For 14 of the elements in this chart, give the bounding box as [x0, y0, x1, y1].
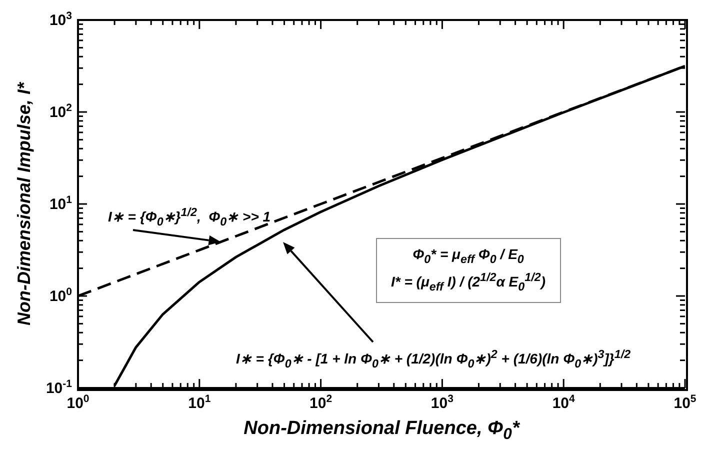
x-tick-label: 10$^{2}$	[310, 393, 332, 412]
x-tick-label: 10$^{4}$	[552, 393, 576, 412]
y-tick-label: 10$^{3}$	[49, 10, 72, 29]
x-tick-label: 10$^{1}$	[188, 393, 211, 412]
y-tick-label: 10$^{0}$	[49, 286, 72, 305]
text: Φ$_{0}$* = μ$_{eff}$ Φ$_{0}$ / E$_{0}$ I* = (μ$_{eff}$ I) / (2$^{1/2}$α E$_{0}$$^{1/2}$)	[391, 246, 546, 294]
y-axis-title: Non-Dimensional Impulse, I*	[14, 80, 35, 328]
annotation: I∗ = {Φ$_{0}$∗}$^{1/2}$, Φ$_{0}$∗ >> 1	[108, 205, 271, 230]
x-axis-title: Non-Dimensional Fluence, Φ$_{0}$*	[242, 418, 521, 444]
x-tick-label: 10$^{3}$	[430, 393, 454, 412]
y-tick-label: 10$^{1}$	[49, 194, 72, 213]
y-tick-label: 10$^{2}$	[49, 102, 72, 121]
x-tick-label: 10$^{5}$	[674, 393, 696, 412]
text: I∗ = {Φ$_{0}$∗ - [1 + ln Φ$_{0}$∗ + (1/2)(ln Φ$_{0}$∗)$^{2}$ + (1/6)(ln Φ$_{0}$∗)$^{3}$]}$^{1/2}$	[236, 348, 631, 370]
